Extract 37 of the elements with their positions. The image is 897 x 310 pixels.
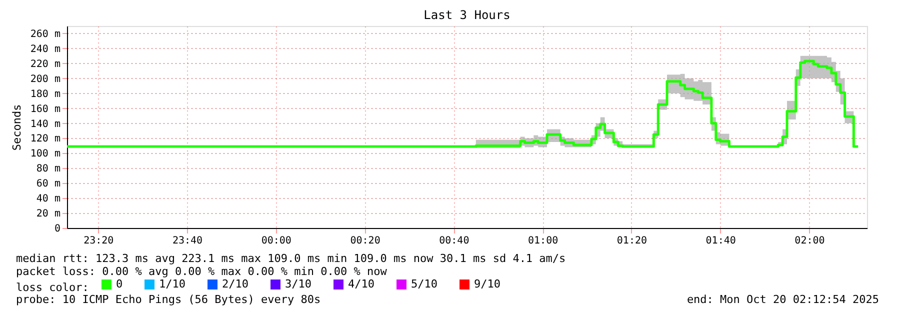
y-tick-label: 140 m [30,118,60,130]
x-tick-label: 01:00 [528,236,558,246]
y-tick-label: 20 m [36,208,60,220]
y-axis-title: Seconds [10,104,24,151]
x-tick-label: 23:20 [84,236,114,246]
text: packet loss: 0.00 % avg 0.00 % max 0.00 % min 0.00 % now [16,265,388,278]
x-tick-label: 00:00 [261,236,292,246]
chart-title: Last 3 Hours [424,8,510,22]
y-tick-label: 0 [54,224,60,234]
legend-label: 1/10 [159,278,186,290]
text: end: Mon Oct 20 02:12:54 2025 [686,293,879,306]
y-tick-label: 100 m [30,148,60,160]
legend-label: 4/10 [348,278,374,290]
legend-label: 5/10 [411,278,438,290]
text: probe: 10 ICMP Echo Pings (56 Bytes) every 80s [16,293,321,306]
x-tick-label: 23:40 [172,236,203,246]
y-tick-label: 120 m [30,134,60,145]
legend-label: 3/10 [285,278,312,290]
y-tick-label: 60 m [36,178,60,190]
text: median rtt: 123.3 ms avg 223.1 ms max 109.0 ms min 109.0 ms now 30.1 ms sd 4.1 am/s [16,252,566,265]
y-tick-label: 260 m [30,28,60,40]
y-tick-label: 80 m [36,164,60,175]
y-tick-label: 240 m [30,44,60,55]
x-tick-label: 01:20 [616,236,647,246]
y-tick-label: 180 m [30,88,60,100]
x-tick-label: 00:40 [439,236,470,246]
legend-label: 9/10 [474,278,500,290]
legend-title: loss color: [16,281,89,294]
y-tick-label: 220 m [30,58,60,70]
y-tick-label: 160 m [30,104,60,115]
legend-label: 2/10 [222,278,248,290]
y-tick-label: 200 m [30,74,60,85]
x-tick-label: 01:40 [706,236,736,246]
x-tick-label: 02:00 [794,236,825,246]
y-tick-label: 40 m [36,194,60,205]
legend-label: 0 [116,278,123,290]
x-tick-label: 00:20 [350,236,380,246]
